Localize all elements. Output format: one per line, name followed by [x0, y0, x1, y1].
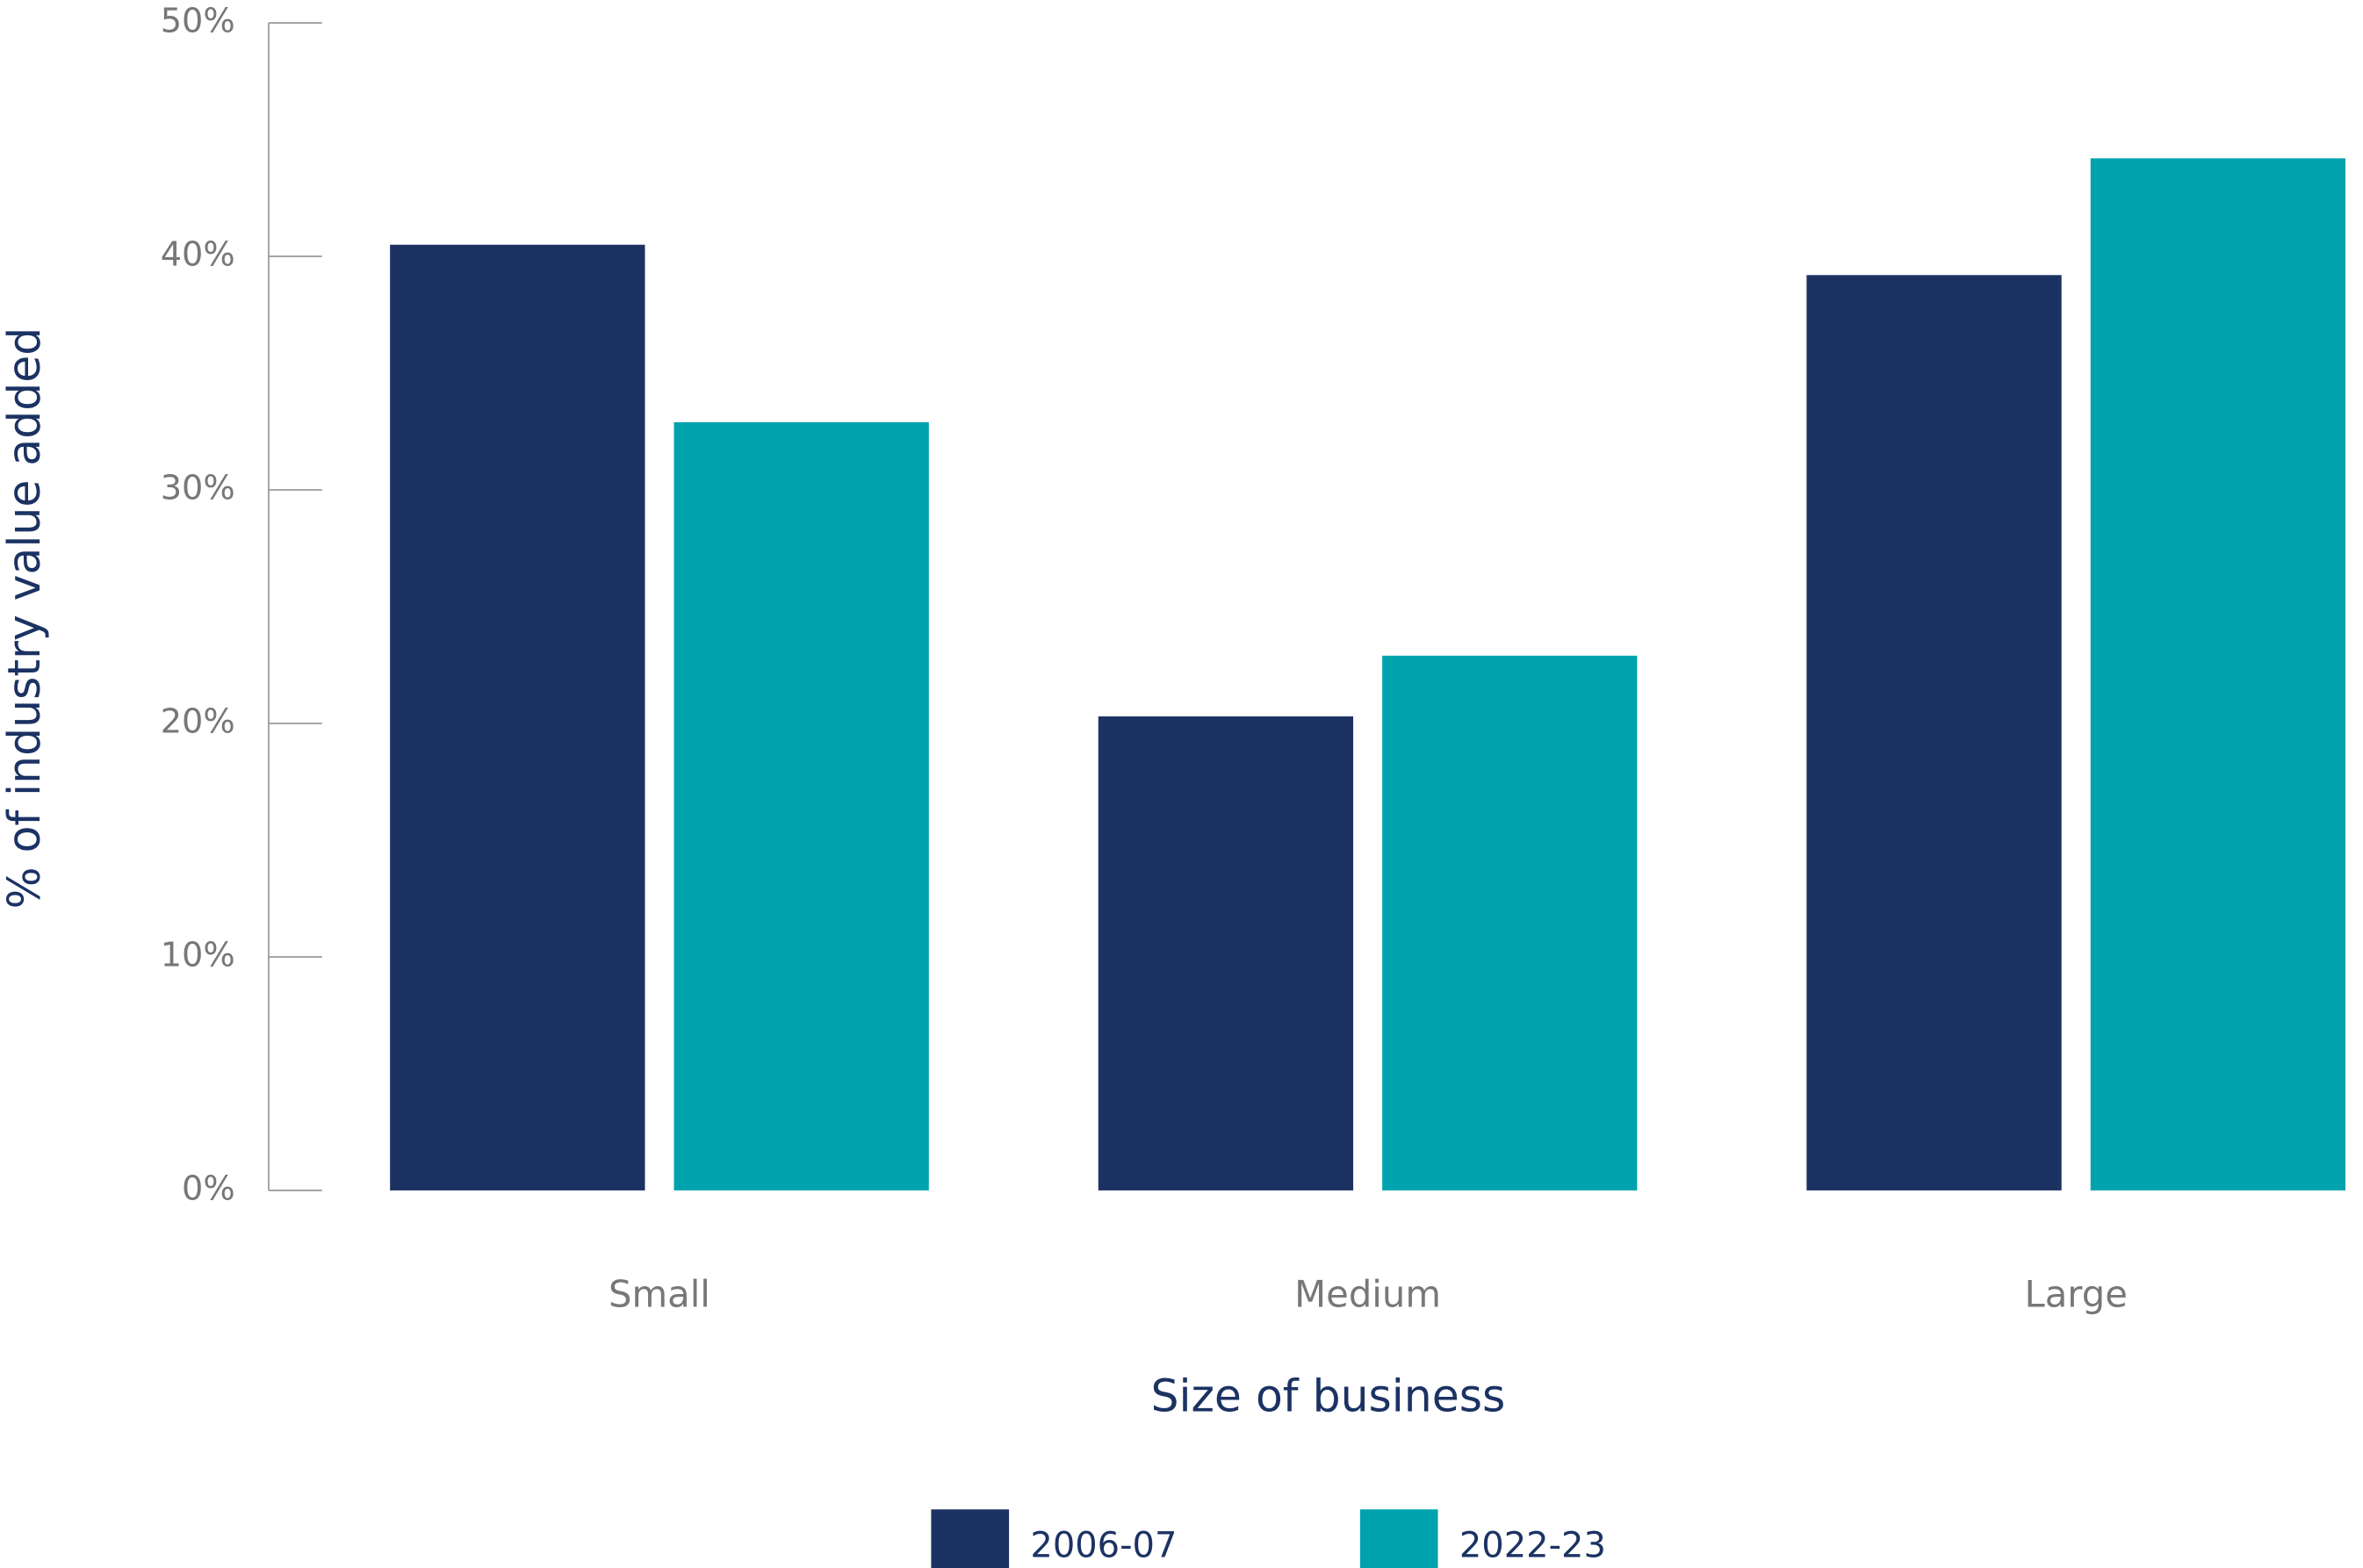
bar	[1382, 655, 1638, 1190]
x-tick-label: Large	[2024, 1273, 2127, 1316]
y-tick-label: 20%	[161, 702, 235, 741]
bar	[1806, 275, 2062, 1190]
x-axis-title: Size of business	[1150, 1370, 1505, 1422]
y-tick-label: 10%	[161, 936, 235, 975]
legend-swatch	[1359, 1509, 1438, 1568]
y-tick-label: 0%	[182, 1169, 235, 1208]
bar	[1098, 716, 1354, 1190]
bar	[2090, 158, 2346, 1190]
y-tick-label: 40%	[161, 236, 235, 275]
y-tick-label: 50%	[161, 3, 235, 41]
bar	[674, 421, 929, 1190]
x-tick-label: Medium	[1294, 1273, 1441, 1316]
y-axis-title: % of industry value added	[0, 327, 50, 910]
legend-label: 2022-23	[1459, 1526, 1606, 1566]
legend-label: 2006-07	[1030, 1526, 1177, 1566]
legend-swatch	[931, 1509, 1010, 1568]
x-tick-label: Small	[609, 1273, 710, 1316]
bar	[390, 244, 645, 1190]
y-tick-label: 30%	[161, 470, 235, 508]
